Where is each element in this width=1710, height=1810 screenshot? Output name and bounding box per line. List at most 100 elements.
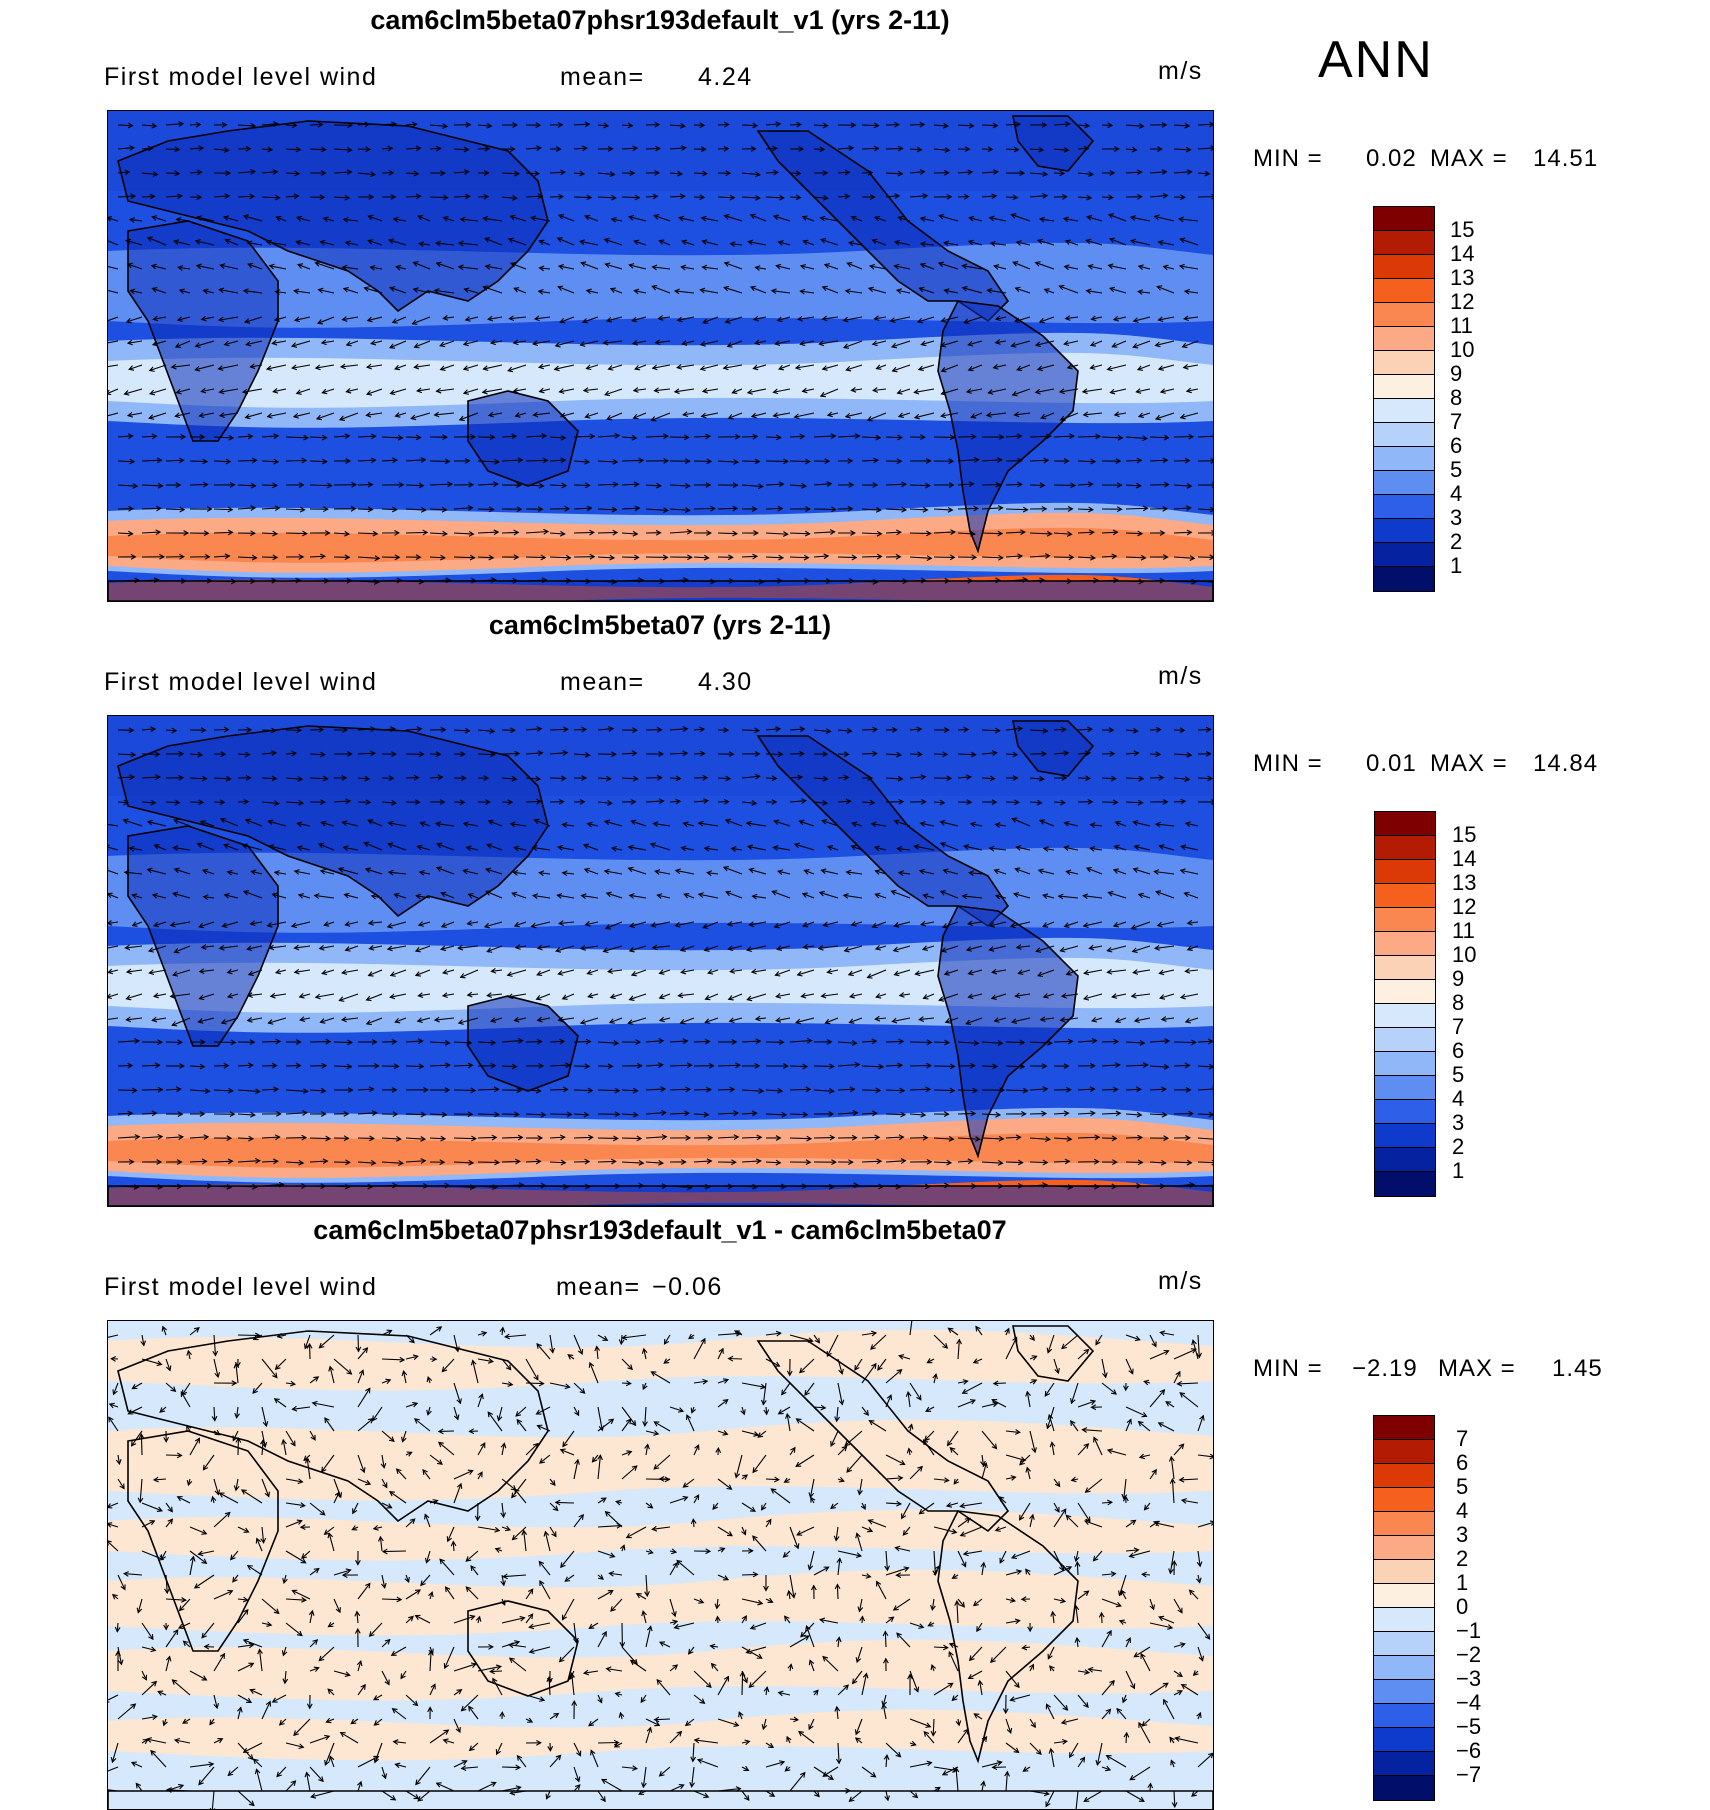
colorbar-label: −3 [1456, 1666, 1481, 1692]
colorbar-label: 7 [1450, 409, 1462, 435]
wind-map [107, 715, 1214, 1207]
mean-value: 4.24 [698, 63, 753, 92]
colorbar-label: 2 [1456, 1546, 1468, 1572]
colorbar-label: 3 [1450, 505, 1462, 531]
colorbar-label: 9 [1452, 966, 1464, 992]
colorbar-label: 13 [1450, 265, 1474, 291]
max-value: 1.45 [1552, 1355, 1603, 1383]
panel-title: cam6clm5beta07 (yrs 2-11) [110, 610, 1210, 641]
colorbar-label: 3 [1456, 1522, 1468, 1548]
colorbar-cell [1374, 1704, 1434, 1728]
colorbar-cell [1375, 836, 1435, 860]
colorbar-cell [1374, 231, 1434, 255]
colorbar-label: −5 [1456, 1714, 1481, 1740]
colorbar-label: 0 [1456, 1594, 1468, 1620]
colorbar-label: 1 [1456, 1570, 1468, 1596]
colorbar-cell [1374, 207, 1434, 231]
colorbar-label: 5 [1452, 1062, 1464, 1088]
units-label: m/s [1158, 1267, 1203, 1296]
colorbar-cell [1375, 908, 1435, 932]
colorbar-cell [1374, 567, 1434, 591]
colorbar-cell [1375, 1148, 1435, 1172]
season-label: ANN [1318, 30, 1434, 90]
colorbar-cell [1374, 495, 1434, 519]
colorbar-cell [1374, 1440, 1434, 1464]
mean-label: mean= [560, 668, 645, 697]
colorbar-label: 15 [1450, 217, 1474, 243]
colorbar-cell [1375, 1172, 1435, 1196]
colorbar-cell [1374, 519, 1434, 543]
wind-map [107, 110, 1214, 602]
colorbar-label: 11 [1452, 918, 1475, 944]
colorbar-label: 6 [1456, 1450, 1468, 1476]
colorbar-cell [1374, 1584, 1434, 1608]
units-label: m/s [1158, 57, 1203, 86]
colorbar-label: 4 [1450, 481, 1462, 507]
wind-speed-field [108, 111, 1213, 601]
colorbar-label: 4 [1456, 1498, 1468, 1524]
colorbar-label: 5 [1450, 457, 1462, 483]
variable-label: First model level wind [104, 63, 377, 92]
colorbar-cell [1375, 884, 1435, 908]
colorbar-label: 7 [1452, 1014, 1464, 1040]
colorbar-cell [1374, 1464, 1434, 1488]
min-value: 0.01 [1366, 750, 1417, 778]
min-label: MIN = [1253, 750, 1323, 778]
colorbar-cell [1374, 447, 1434, 471]
colorbar-label: 11 [1450, 313, 1473, 339]
colorbar-label: 12 [1452, 894, 1476, 920]
variable-label: First model level wind [104, 668, 377, 697]
colorbar-label: 1 [1450, 553, 1462, 579]
colorbar-label: −7 [1456, 1762, 1481, 1788]
min-value: −2.19 [1352, 1355, 1418, 1383]
colorbar-cell [1374, 375, 1434, 399]
colorbar-cell [1375, 1004, 1435, 1028]
colorbar-cell [1374, 1728, 1434, 1752]
max-label: MAX = [1430, 145, 1508, 173]
colorbar-label: 8 [1450, 385, 1462, 411]
colorbar-cell [1375, 980, 1435, 1004]
mean-value: −0.06 [652, 1273, 723, 1302]
panel-title: cam6clm5beta07phsr193default_v1 (yrs 2-1… [110, 5, 1210, 36]
wind-diff-field [108, 1321, 1213, 1809]
colorbar-cell [1375, 956, 1435, 980]
colorbar-cell [1374, 1632, 1434, 1656]
colorbar [1373, 206, 1435, 592]
max-label: MAX = [1438, 1355, 1516, 1383]
colorbar-label: 8 [1452, 990, 1464, 1016]
colorbar-cell [1374, 1776, 1434, 1800]
colorbar-cell [1374, 1608, 1434, 1632]
colorbar-cell [1374, 1416, 1434, 1440]
colorbar-cell [1374, 423, 1434, 447]
colorbar-cell [1374, 255, 1434, 279]
colorbar-cell [1374, 1752, 1434, 1776]
mean-value: 4.30 [698, 668, 753, 697]
colorbar-cell [1374, 543, 1434, 567]
colorbar-label: 4 [1452, 1086, 1464, 1112]
colorbar-label: −2 [1456, 1642, 1481, 1668]
colorbar-cell [1375, 1100, 1435, 1124]
coastline [108, 1186, 1213, 1206]
colorbar-cell [1374, 399, 1434, 423]
colorbar-cell [1374, 1656, 1434, 1680]
colorbar-cell [1374, 1536, 1434, 1560]
mean-label: mean= [556, 1273, 641, 1302]
colorbar-cell [1374, 279, 1434, 303]
colorbar-label: 1 [1452, 1158, 1464, 1184]
colorbar-label: −1 [1456, 1618, 1481, 1644]
colorbar-cell [1375, 860, 1435, 884]
colorbar-cell [1374, 471, 1434, 495]
min-value: 0.02 [1366, 145, 1417, 173]
colorbar-label: 13 [1452, 870, 1476, 896]
colorbar-cell [1375, 1052, 1435, 1076]
colorbar-cell [1374, 1560, 1434, 1584]
wind-speed-field [108, 716, 1213, 1206]
min-label: MIN = [1253, 1355, 1323, 1383]
variable-label: First model level wind [104, 1273, 377, 1302]
colorbar-cell [1374, 303, 1434, 327]
wind-diff-map [107, 1320, 1214, 1810]
colorbar-label: 2 [1450, 529, 1462, 555]
colorbar [1374, 811, 1436, 1197]
colorbar-label: 6 [1452, 1038, 1464, 1064]
colorbar-cell [1375, 932, 1435, 956]
